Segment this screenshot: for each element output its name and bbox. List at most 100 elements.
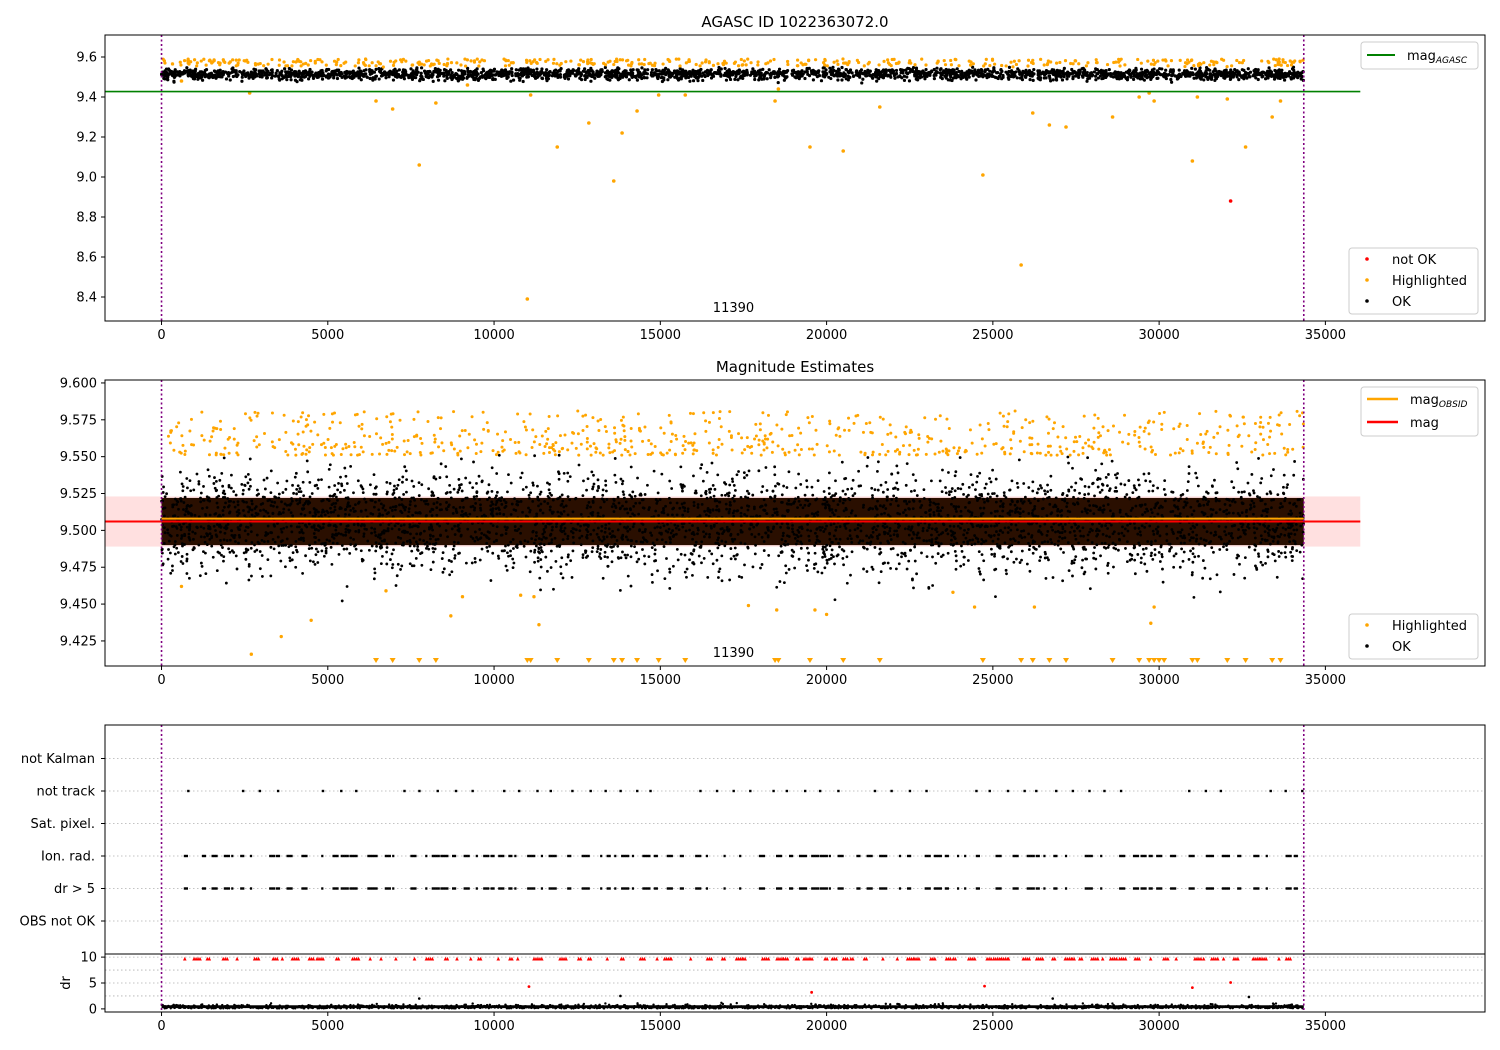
ok-point [1157,550,1161,554]
ok-point [546,502,550,505]
ok-point [218,68,222,72]
highlighted-point [1235,58,1239,63]
ok-point [529,72,533,76]
ok-point [292,69,297,74]
ok-point [619,477,623,481]
highlighted-point [653,61,657,65]
highlighted-point [678,64,682,68]
highlighted-point [813,58,818,62]
highlighted-point [1298,59,1302,63]
ok-point [486,498,489,502]
ok-point [950,496,954,500]
ok-point [1293,533,1297,536]
ok-point [1240,68,1244,72]
estimates-title: Magnitude Estimates [716,358,874,376]
ok-point [902,74,906,78]
highlighted-point [949,63,954,67]
ok-point [737,68,741,73]
ok-point [1141,547,1145,551]
ok-point [397,68,401,72]
ok-point [347,75,351,79]
ok-point [941,71,945,75]
ok-point [751,493,755,497]
ok-point [825,524,828,528]
ok-point [758,68,762,72]
ok-point [1205,68,1209,72]
ok-point [484,76,488,81]
ok-point [756,70,760,74]
ok-point [607,72,611,77]
ok-point [604,526,607,530]
ok-point [276,535,280,539]
ok-point [255,513,259,517]
ok-point [879,570,883,574]
ok-point [202,550,205,554]
highlighted-point [674,57,678,61]
ok-point [345,482,349,485]
ok-point [1086,77,1090,81]
ok-point [354,547,358,551]
ok-point [320,77,325,81]
ok-point [368,72,372,76]
ok-point [724,493,727,497]
ok-point [580,534,584,538]
ok-point [584,70,588,74]
highlighted-point [1105,62,1110,67]
ok-point [834,72,838,77]
ok-point [419,74,423,78]
highlighted-point [835,59,839,63]
ok-point [939,75,943,79]
ok-point [1252,512,1255,516]
ok-point [546,77,551,81]
ok-point [1036,69,1040,73]
x-tick-label: 30000 [1138,328,1179,343]
highlighted-point [1117,57,1121,62]
highlighted-point [744,63,748,67]
ok-point [1289,509,1293,513]
ok-point [509,481,513,485]
ok-point [1160,555,1164,559]
ok-point [212,524,216,528]
highlighted-point [821,60,826,65]
ok-point [1191,547,1195,550]
ok-point [1203,566,1207,570]
ok-point [384,76,388,80]
ok-point [392,548,395,552]
ok-point [448,573,452,577]
ok-point [532,70,536,74]
ok-point [521,488,525,491]
ok-point [927,526,931,530]
ok-point [1061,498,1064,502]
legend-marker-ok [1365,299,1369,303]
ok-point [803,76,807,81]
ok-point [345,585,349,588]
highlighted-point [524,58,529,62]
ok-point [260,538,264,542]
ok-point [1079,534,1083,538]
ok-point [599,68,603,72]
ok-point [559,572,563,576]
ok-point [959,487,963,491]
ok-point [364,68,368,72]
ok-point [1261,70,1266,74]
ok-point [270,70,274,74]
ok-point [796,75,800,79]
ok-point [844,492,847,496]
highlighted-point [1266,59,1270,63]
ok-point [672,69,677,73]
highlighted-point [228,60,232,64]
ok-point [1279,551,1283,555]
ok-point [1126,540,1129,544]
ok-point [522,68,526,72]
highlighted-point [736,64,741,68]
ok-point [427,487,431,491]
ok-point [1111,75,1115,79]
ok-point [686,507,690,511]
ok-point [379,562,383,566]
ok-point [214,529,217,532]
ok-point [1017,540,1021,544]
ok-point [1021,510,1025,513]
ok-point [727,494,731,498]
ok-point [522,72,526,77]
ok-point [466,527,470,531]
